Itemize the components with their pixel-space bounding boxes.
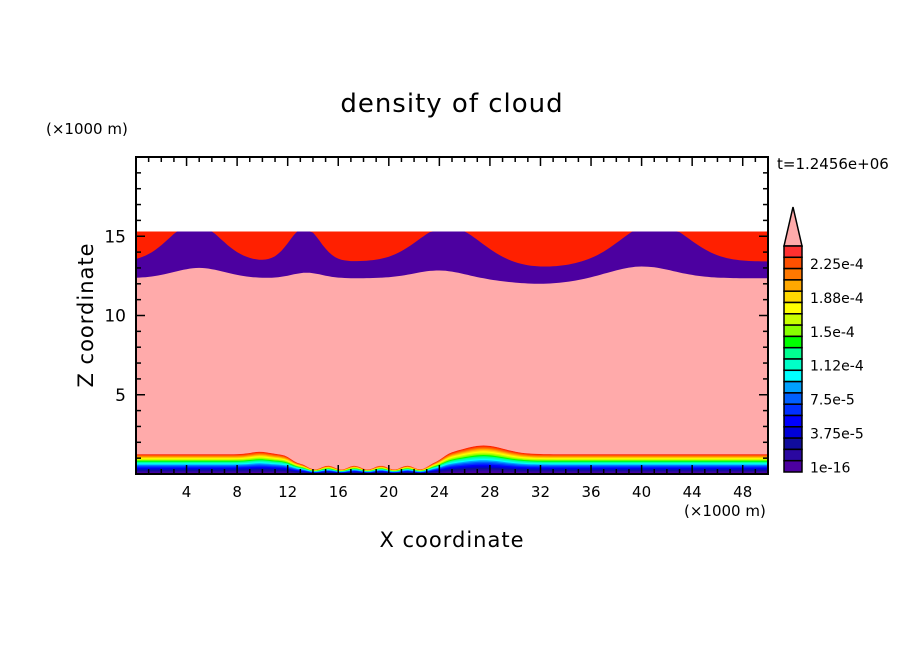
colorbar: 1e-16 3.75e-5 7.5e-5 1.12e-4 1.5e-4 1.88e-4 2.… [783, 206, 864, 476]
x-tick-label: 28 [480, 483, 499, 501]
y-unit-label: (×1000 m) [46, 120, 128, 138]
y-tick-label: 5 [115, 386, 126, 406]
colorbar-box [783, 346, 803, 360]
colorbar-box [783, 403, 803, 417]
x-tick-label: 32 [531, 483, 550, 501]
x-tick-label: 8 [232, 483, 242, 501]
x-tick-label: 12 [278, 483, 297, 501]
x-tick-label: 4 [182, 483, 192, 501]
colorbar-box [783, 358, 803, 372]
y-tick-label: 10 [104, 307, 126, 327]
saturated-region [136, 266, 768, 470]
x-tick-label: 40 [632, 483, 651, 501]
y-axis-label: Z coordinate [74, 242, 98, 387]
colorbar-box [783, 448, 803, 462]
colorbar-box [783, 335, 803, 349]
time-label: t=1.2456e+06 [777, 155, 889, 173]
colorbar-label: 3.75e-5 [810, 426, 864, 442]
contour-field [136, 231, 768, 474]
colorbar-box [783, 279, 803, 292]
colorbar-box [783, 437, 803, 451]
x-tick-label: 16 [329, 483, 348, 501]
colorbar-label: 1.5e-4 [810, 325, 855, 341]
x-tick-label: 20 [379, 483, 398, 501]
x-unit-label: (×1000 m) [684, 502, 766, 520]
x-tick-label: 36 [581, 483, 600, 501]
colorbar-label: 1.88e-4 [810, 291, 864, 307]
colorbar-box [783, 392, 803, 405]
colorbar-box [783, 290, 803, 304]
chart-title: density of cloud [340, 89, 563, 119]
colorbar-label: 1e-16 [810, 460, 850, 476]
colorbar-box [783, 313, 803, 326]
colorbar-box [783, 380, 803, 394]
colorbar-extension-triangle [783, 206, 803, 247]
colorbar-box [783, 256, 803, 270]
axis-ticks [136, 157, 768, 474]
colorbar-label: 7.5e-5 [810, 393, 855, 409]
colorbar-label: 2.25e-4 [810, 257, 864, 273]
colorbar-box [783, 426, 803, 439]
colorbar-box [783, 301, 803, 315]
colorbar-box [783, 414, 803, 428]
colorbar-box [783, 324, 803, 338]
colorbar-box [783, 459, 803, 473]
colorbar-box [783, 369, 803, 383]
colorbar-box [783, 245, 803, 259]
colorbar-box [783, 267, 803, 281]
x-tick-label: 24 [430, 483, 449, 501]
x-tick-labels: 4 8 12 16 20 24 28 32 36 40 44 48 [182, 483, 752, 501]
x-axis-label: X coordinate [379, 528, 524, 552]
colorbar-label: 1.12e-4 [810, 359, 864, 375]
x-tick-label: 48 [733, 483, 752, 501]
y-tick-label: 15 [104, 227, 126, 247]
x-tick-label: 44 [683, 483, 702, 501]
y-tick-labels: 5 10 15 [104, 227, 126, 406]
